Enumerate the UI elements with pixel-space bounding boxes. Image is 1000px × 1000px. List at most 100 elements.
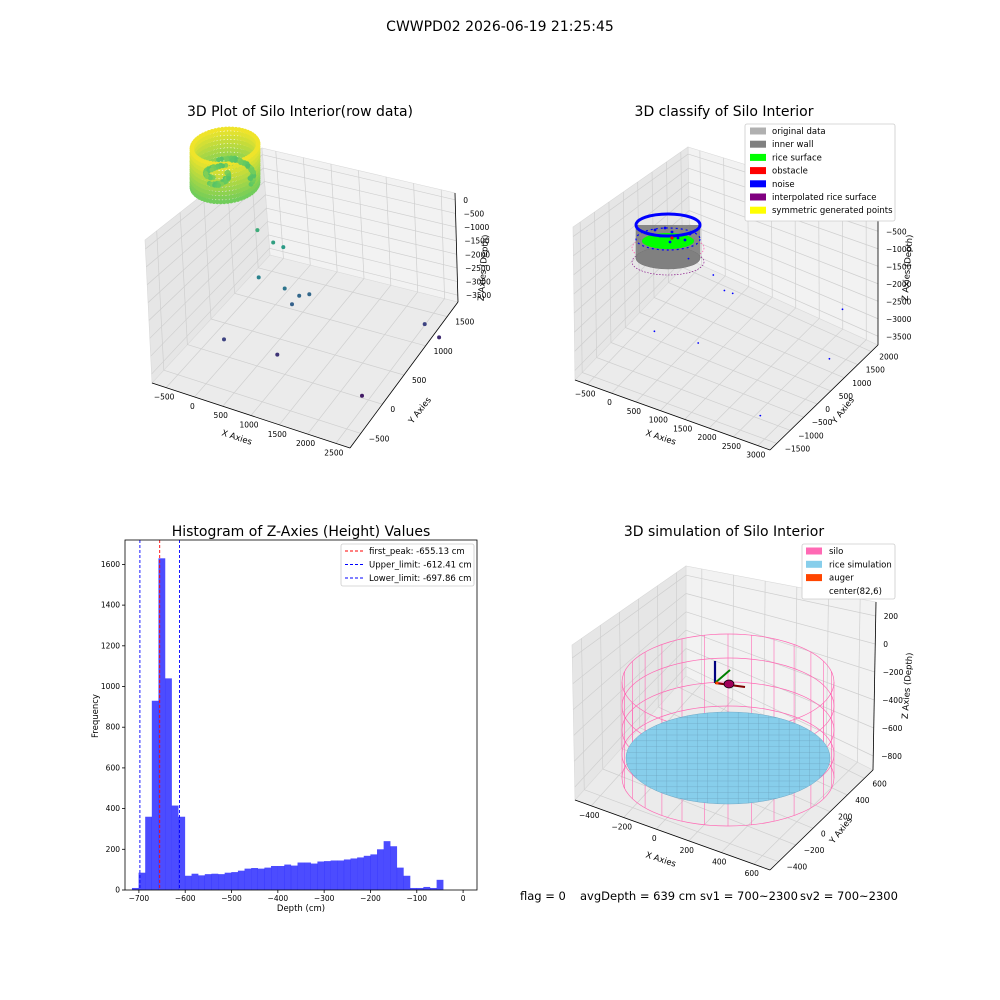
p1-y-gridline — [163, 369, 361, 434]
p2-y-tick-label: 0 — [825, 405, 830, 414]
p1-wall-point — [223, 151, 229, 157]
p2-zside-gridline — [573, 182, 689, 276]
p1-wall-point — [211, 186, 217, 192]
p2-noise-point — [841, 308, 844, 311]
p1-x-tick-label: 2500 — [324, 448, 343, 457]
p2-xwall-gridline — [699, 150, 703, 266]
p2-legend-label: rice surface — [772, 153, 822, 163]
p4-legend-label: auger — [829, 574, 854, 584]
p4-legend-swatch — [806, 574, 822, 582]
p3-legend: first_peak: -655.13 cm Upper_limit: -612.… — [340, 543, 475, 587]
p1-outlier-point — [256, 275, 261, 280]
p1-z-gridline — [266, 207, 457, 255]
p4-auger-body — [723, 679, 735, 689]
p1-wall-point — [223, 143, 229, 149]
p1-y-axis-line — [349, 301, 459, 449]
p4-zside-gridline — [574, 666, 687, 788]
p3-histogram-bar — [436, 879, 444, 890]
p1-wall-point — [218, 187, 224, 192]
p2-z-tick-label: −500 — [886, 227, 907, 236]
p3-histogram-bar — [244, 868, 252, 890]
p2-x-tick-label: 1500 — [673, 424, 692, 433]
simulation-3d-plot: 3D simulation of Silo Interior −400 −200 0 2… — [571, 524, 915, 878]
p2-z-gridline — [688, 196, 879, 267]
p1-surface-point — [209, 167, 215, 173]
p1-wall-point — [211, 190, 217, 196]
p4-xwall-gridline — [794, 586, 798, 731]
p4-z-gridline — [685, 593, 876, 645]
p1-surface-point — [224, 156, 230, 162]
p2-top-ring-noise — [634, 212, 702, 238]
p1-z-gridline — [265, 194, 457, 242]
p2-y-gridline — [610, 342, 804, 418]
p1-z-tick-label: −3500 — [466, 291, 492, 300]
p1-x-tick-label: 500 — [214, 411, 229, 420]
p2-noise-point — [731, 292, 734, 295]
p1-wall-point — [215, 174, 220, 179]
p2-noise-point — [723, 289, 726, 292]
p4-zside-gridline — [572, 593, 687, 685]
p4-z-gridline — [685, 629, 875, 701]
p3-histogram-bar — [257, 868, 265, 890]
p1-surface-point — [203, 171, 209, 176]
p3-histogram-bar — [131, 887, 139, 890]
p1-z-gridline — [269, 247, 458, 296]
p1-wall-point — [215, 187, 220, 192]
p3-histogram-bar — [218, 874, 225, 890]
sv2-text: sv2 = 700~2300 — [800, 889, 898, 903]
p1-wall-point — [220, 131, 225, 136]
p1-wall-point — [226, 151, 232, 157]
sv1-text: sv1 = 700~2300 — [700, 889, 798, 903]
p1-outlier-point — [422, 322, 427, 327]
p4-legend-label: silo — [829, 547, 843, 557]
p1-y-axis-label: Y Axies — [406, 395, 434, 427]
p3-histogram-bar — [165, 678, 172, 890]
p2-z-gridline — [689, 252, 879, 337]
p2-x-gridline — [611, 275, 726, 394]
p3-histogram-bar — [224, 872, 232, 890]
p3-histogram-bar — [383, 841, 391, 890]
p3-histogram-bar — [350, 858, 358, 890]
p1-x-tick-label: 1500 — [268, 430, 287, 439]
p3-y-tick-label: 600 — [106, 763, 121, 772]
p2-legend-frame — [744, 123, 896, 222]
p1-ywall-gridline — [156, 230, 165, 371]
p1-surface-point — [226, 176, 232, 181]
raw-data-3d-plot: 3D Plot of Silo Interior(row data) −500 0 5… — [144, 104, 492, 457]
p2-noise-point — [828, 357, 831, 360]
p1-outlier-point — [281, 245, 286, 250]
p4-ywall-gridline — [600, 625, 604, 770]
p2-noise-point — [712, 274, 715, 276]
p1-wall-point — [220, 139, 225, 145]
p3-axes-frame — [124, 539, 478, 891]
p3-y-axis-label: Frequency — [91, 694, 101, 738]
p2-y-gridline — [653, 297, 845, 379]
p3-histogram-bar — [370, 854, 378, 890]
p1-title: 3D Plot of Silo Interior(row data) — [187, 104, 413, 120]
p4-x-tick-label: 0 — [652, 834, 657, 843]
p2-noise-point — [687, 257, 690, 260]
p1-outlier-point — [307, 292, 312, 297]
p3-histogram-bar — [343, 859, 351, 890]
p1-wall-point — [221, 191, 227, 196]
p2-x-tick-label: 3000 — [746, 451, 765, 460]
p2-noise-cluster-point — [688, 232, 692, 236]
p4-x-tick-label: 600 — [745, 869, 760, 878]
p1-z-gridline — [263, 167, 456, 214]
p1-zside-gridline — [148, 207, 267, 321]
p1-wall-point — [220, 148, 225, 153]
p3-histogram-bar — [178, 816, 186, 890]
p3-histogram-bar — [184, 875, 192, 890]
p2-legend-swatch — [750, 140, 766, 148]
p2-y-gridline — [625, 327, 818, 405]
p1-outlier-point — [271, 240, 276, 245]
p1-wall-point — [223, 130, 229, 136]
p3-histogram-bar — [145, 816, 153, 890]
p1-wall-point — [225, 190, 230, 196]
p4-xwall-gridline — [763, 580, 766, 716]
p2-z-gridline — [689, 238, 879, 320]
p1-wall-point — [221, 199, 227, 205]
p1-wall-point — [215, 170, 220, 175]
p1-wall-point — [230, 139, 235, 144]
p1-wall-point — [226, 143, 232, 148]
